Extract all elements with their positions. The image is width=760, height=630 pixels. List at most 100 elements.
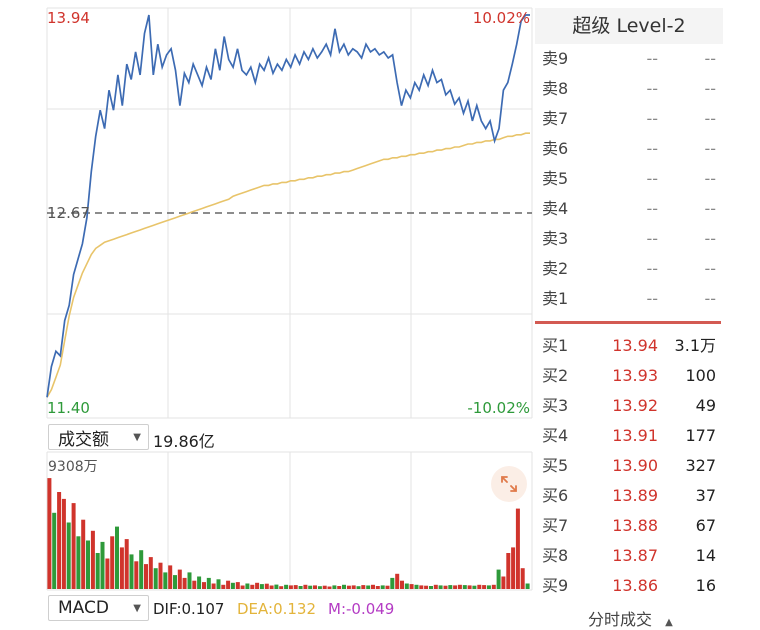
bid-row[interactable]: 买3 13.92 49 [540, 391, 720, 421]
level-volume: 100 [685, 366, 716, 385]
order-book-title: 超级 Level-2 [535, 8, 723, 44]
ask-row[interactable]: 卖2 -- -- [540, 254, 720, 284]
volume-bar [515, 508, 520, 589]
price-line [46, 14, 530, 398]
volume-bar [100, 541, 105, 589]
level-volume: 67 [695, 516, 716, 535]
volume-bar [380, 585, 385, 589]
volume-bar [506, 553, 511, 589]
level-price: -- [646, 139, 658, 158]
bid-row[interactable]: 买1 13.94 3.1万 [540, 331, 720, 361]
volume-bar [202, 582, 206, 589]
level-name: 买5 [542, 456, 569, 475]
level-price: 13.93 [612, 366, 658, 385]
volume-bar [274, 584, 279, 589]
volume-bar [124, 539, 129, 589]
level-price: -- [646, 109, 658, 128]
low-pct-label: -10.02% [467, 399, 530, 417]
avg-price-line [46, 132, 530, 398]
volume-bar [395, 573, 400, 589]
volume-bar [409, 584, 414, 589]
bid-row[interactable]: 买5 13.90 327 [540, 451, 720, 481]
volume-bar [337, 586, 342, 589]
ask-row[interactable]: 卖5 -- -- [540, 164, 720, 194]
volume-bar [448, 585, 453, 589]
volume-bar [226, 580, 231, 589]
volume-bar [279, 586, 284, 589]
volume-bar [153, 568, 158, 589]
volume-bar [245, 583, 250, 589]
level-price: 13.88 [612, 516, 658, 535]
volume-bar [66, 522, 71, 589]
bid-row[interactable]: 买7 13.88 67 [540, 511, 720, 541]
volume-bar [255, 582, 260, 589]
macd-dif: DIF:0.107 [153, 600, 225, 618]
volume-bar [482, 585, 487, 589]
volume-bar [313, 585, 317, 589]
indicator-dropdown[interactable]: MACD ▼ [48, 595, 149, 621]
level-price: -- [646, 49, 658, 68]
volume-bar [158, 562, 163, 589]
level-name: 买6 [542, 486, 569, 505]
volume-bar [375, 586, 380, 589]
volume-bar [429, 586, 433, 589]
collapse-arrow-icon: ▲ [665, 617, 673, 628]
level-volume: 3.1万 [674, 336, 716, 355]
expand-chart-button[interactable] [491, 466, 527, 502]
volume-bar [491, 584, 496, 589]
level-volume: 14 [695, 546, 716, 565]
bid-row[interactable]: 买2 13.93 100 [540, 361, 720, 391]
level-price: 13.92 [612, 396, 658, 415]
level-price: 13.89 [612, 486, 658, 505]
tick-trades-tab[interactable]: 分时成交 ▲ [588, 606, 673, 630]
level-volume: -- [704, 259, 716, 278]
volume-bar [288, 585, 293, 589]
ask-row[interactable]: 卖7 -- -- [540, 104, 720, 134]
volume-bar [206, 577, 211, 589]
volume-bar [95, 553, 100, 589]
volume-bar [414, 584, 419, 589]
volume-bar [342, 584, 346, 589]
level-name: 买9 [542, 576, 569, 595]
bid-row[interactable]: 买4 13.91 177 [540, 421, 720, 451]
high-price-label: 13.94 [47, 9, 90, 27]
level-name: 买2 [542, 366, 569, 385]
level-name: 卖4 [542, 199, 569, 218]
volume-bar [366, 585, 371, 589]
level-volume: -- [704, 289, 716, 308]
ask-row[interactable]: 卖4 -- -- [540, 194, 720, 224]
ask-row[interactable]: 卖6 -- -- [540, 134, 720, 164]
level-price: -- [646, 229, 658, 248]
ask-row[interactable]: 卖3 -- -- [540, 224, 720, 254]
volume-bar [472, 585, 477, 589]
volume-bar [525, 583, 530, 589]
level-price: -- [646, 79, 658, 98]
volume-bar [259, 584, 264, 589]
level-volume: -- [704, 109, 716, 128]
volume-bar [52, 512, 57, 589]
volume-metric-label: 成交额 [58, 429, 109, 450]
chart-area[interactable] [0, 0, 535, 630]
ask-row[interactable]: 卖1 -- -- [540, 284, 720, 314]
volume-metric-dropdown[interactable]: 成交额 ▼ [48, 424, 149, 450]
level-name: 买4 [542, 426, 569, 445]
level-name: 卖2 [542, 259, 569, 278]
volume-bar [317, 586, 322, 589]
volume-bar [390, 577, 395, 589]
volume-bar [404, 583, 409, 589]
volume-bar [235, 582, 240, 589]
level-volume: -- [704, 229, 716, 248]
bid-row[interactable]: 买6 13.89 37 [540, 481, 720, 511]
volume-bar [197, 576, 202, 589]
macd-m: M:-0.049 [328, 600, 395, 618]
volume-bar [457, 584, 462, 589]
ask-row[interactable]: 卖8 -- -- [540, 74, 720, 104]
ask-row[interactable]: 卖9 -- -- [540, 44, 720, 74]
volume-bar [293, 585, 298, 589]
level-price: 13.87 [612, 546, 658, 565]
bid-row[interactable]: 买8 13.87 14 [540, 541, 720, 571]
bid-row[interactable]: 买9 13.86 16 [540, 571, 720, 601]
level-price: 13.86 [612, 576, 658, 595]
level-price: -- [646, 169, 658, 188]
level-volume: 327 [685, 456, 716, 475]
